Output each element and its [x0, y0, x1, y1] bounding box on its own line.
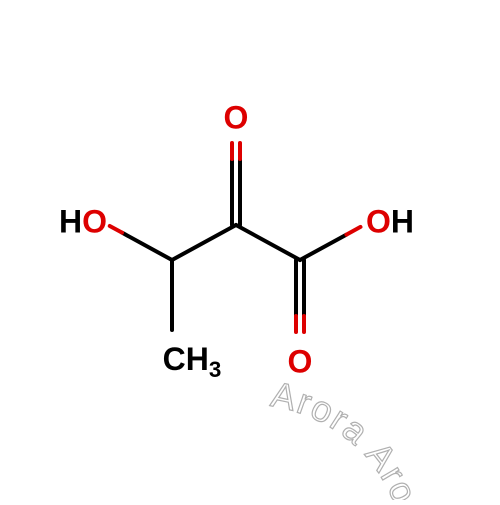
hydroxyl-left-label: HO [59, 204, 107, 241]
methyl-label: CH3 [163, 341, 222, 383]
oxygen-top-label: O [224, 100, 249, 137]
hydroxyl-right-label: OH [366, 204, 414, 241]
bonds-svg [0, 0, 500, 500]
molecule-diagram: HO O O OH CH3 Arora Aromatics Private Li… [0, 0, 500, 500]
oxygen-bottom-label: O [288, 344, 313, 381]
